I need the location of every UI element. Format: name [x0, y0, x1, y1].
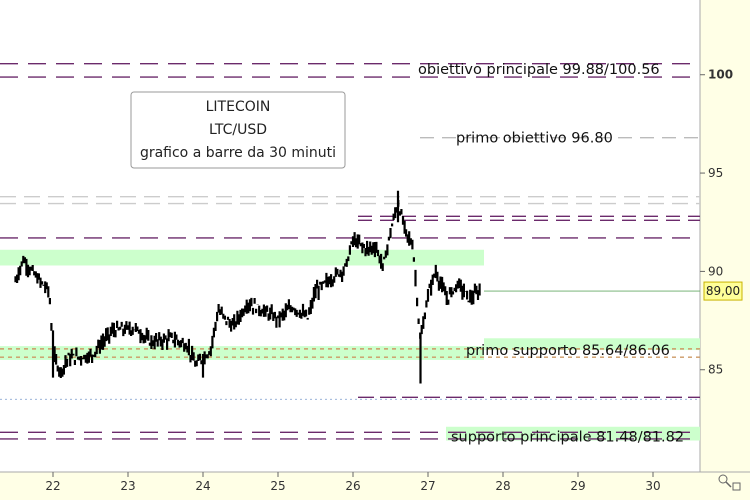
title-line-3: grafico a barre da 30 minuti — [140, 145, 336, 161]
x-axis-panel — [0, 472, 750, 500]
price-layer — [14, 190, 481, 384]
y-tick-label: 95 — [708, 166, 723, 180]
support-resistance-zone — [484, 338, 700, 351]
support-resistance-zone — [0, 249, 484, 266]
x-tick-label: 27 — [420, 479, 435, 493]
x-tick-label: 28 — [495, 479, 510, 493]
x-tick-label: 23 — [120, 479, 135, 493]
zoom-icon[interactable] — [718, 474, 741, 491]
support-resistance-zone — [446, 426, 700, 441]
x-tick-label: 24 — [195, 479, 210, 493]
title-box: LITECOIN LTC/USD grafico a barre da 30 m… — [130, 91, 346, 169]
last-price-tag: 89,00 — [703, 281, 743, 301]
x-tick-label: 26 — [345, 479, 360, 493]
y-axis-ticks: 85 90 95 100 — [700, 68, 733, 377]
x-tick-label: 30 — [645, 479, 660, 493]
level-annotation: primo supporto 85.64/86.06 — [466, 343, 670, 359]
y-axis-panel — [700, 0, 750, 500]
levels-layer — [0, 63, 700, 440]
level-annotation: primo obiettivo 96.80 — [456, 131, 613, 147]
x-axis-ticks: 22 23 24 25 26 27 28 29 30 — [45, 472, 661, 493]
x-tick-label: 29 — [570, 479, 585, 493]
annotations-layer: obiettivo principale 99.88/100.56 primo o… — [418, 62, 684, 446]
title-line-2: LTC/USD — [209, 122, 267, 138]
x-tick-label: 25 — [270, 479, 285, 493]
last-price-label: 89,00 — [706, 284, 740, 298]
title-line-1: LITECOIN — [206, 99, 271, 115]
level-annotation: supporto principale 81.48/81.82 — [451, 430, 684, 446]
x-tick-label: 22 — [45, 479, 60, 493]
y-tick-label: 85 — [708, 363, 723, 377]
y-tick-label: 90 — [708, 264, 723, 278]
y-tick-label: 100 — [708, 68, 733, 82]
plot-area — [0, 0, 700, 472]
price-bars — [14, 190, 481, 384]
level-annotation: obiettivo principale 99.88/100.56 — [418, 62, 660, 78]
